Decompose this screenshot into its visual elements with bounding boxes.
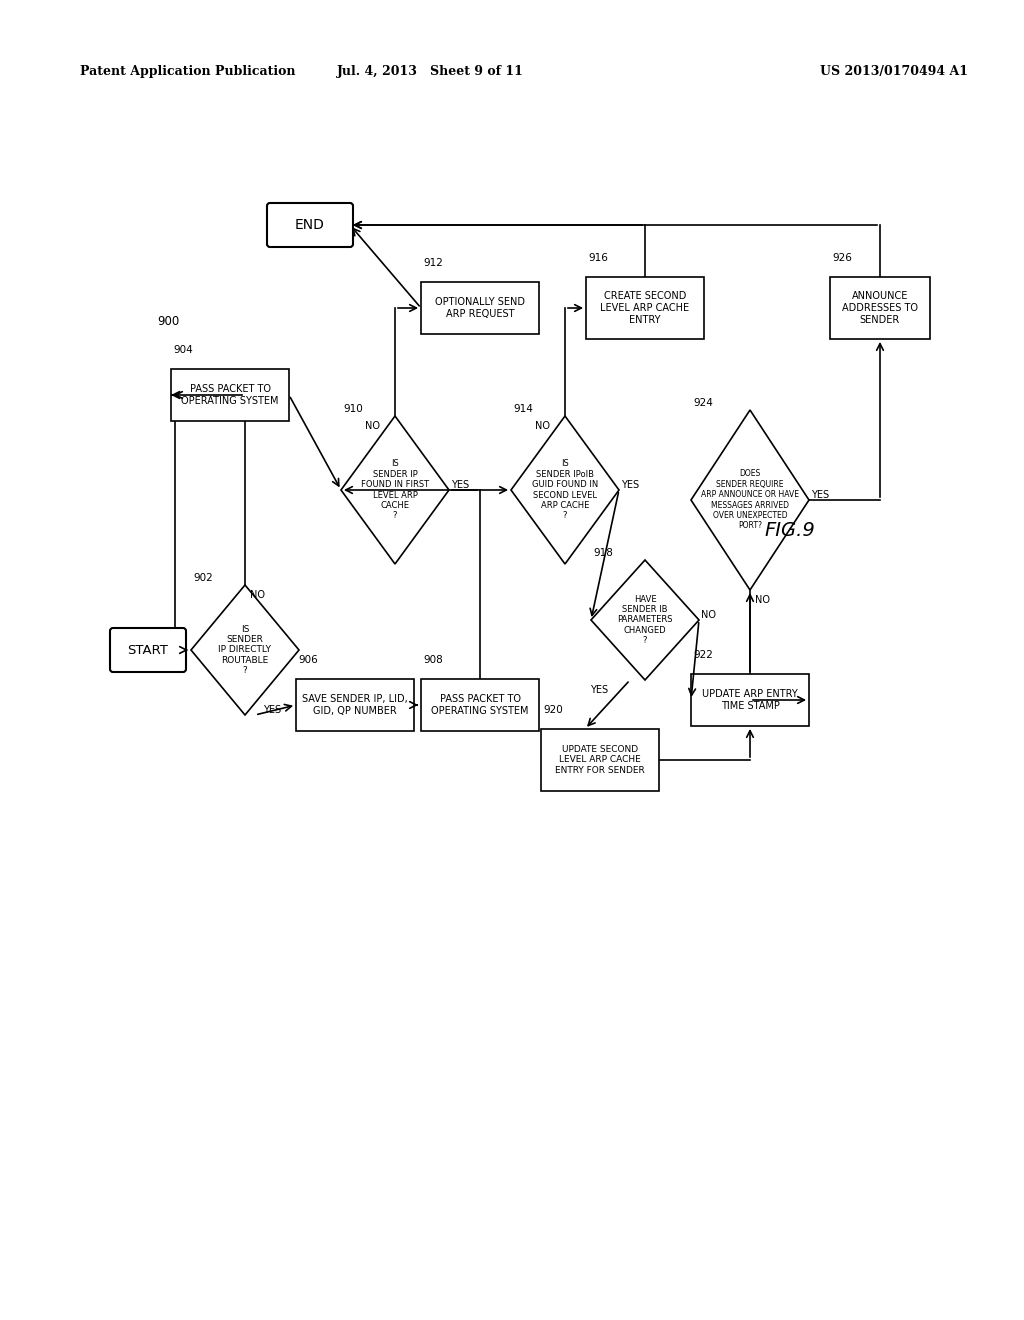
Text: 902: 902 (193, 573, 213, 583)
Polygon shape (511, 416, 618, 564)
Text: CREATE SECOND
LEVEL ARP CACHE
ENTRY: CREATE SECOND LEVEL ARP CACHE ENTRY (600, 292, 689, 325)
Text: SAVE SENDER IP, LID,
GID, QP NUMBER: SAVE SENDER IP, LID, GID, QP NUMBER (302, 694, 408, 715)
Text: Jul. 4, 2013   Sheet 9 of 11: Jul. 4, 2013 Sheet 9 of 11 (337, 66, 523, 78)
Text: 916: 916 (588, 253, 608, 263)
Text: IS
SENDER IPoIB
GUID FOUND IN
SECOND LEVEL
ARP CACHE
?: IS SENDER IPoIB GUID FOUND IN SECOND LEV… (531, 459, 598, 520)
Text: 918: 918 (593, 548, 613, 558)
Bar (421, 282, 539, 334)
Polygon shape (591, 560, 699, 680)
Text: 912: 912 (423, 257, 442, 268)
Text: NO: NO (755, 595, 770, 605)
FancyBboxPatch shape (267, 203, 353, 247)
Text: NO: NO (701, 610, 716, 620)
Text: 914: 914 (513, 404, 532, 414)
Text: NO: NO (535, 421, 550, 432)
Polygon shape (341, 416, 449, 564)
Polygon shape (191, 585, 299, 715)
Text: IS
SENDER IP
FOUND IN FIRST
LEVEL ARP
CACHE
?: IS SENDER IP FOUND IN FIRST LEVEL ARP CA… (360, 459, 429, 520)
Text: YES: YES (621, 480, 639, 490)
Text: Patent Application Publication: Patent Application Publication (80, 66, 296, 78)
Bar (296, 678, 414, 731)
Bar (421, 678, 539, 731)
Text: US 2013/0170494 A1: US 2013/0170494 A1 (820, 66, 968, 78)
Text: START: START (128, 644, 168, 656)
Text: DOES
SENDER REQUIRE
ARP ANNOUNCE OR HAVE
MESSAGES ARRIVED
OVER UNEXPECTED
PORT?: DOES SENDER REQUIRE ARP ANNOUNCE OR HAVE… (701, 470, 799, 531)
Text: PASS PACKET TO
OPERATING SYSTEM: PASS PACKET TO OPERATING SYSTEM (181, 384, 279, 405)
Bar (691, 675, 809, 726)
Text: IS
SENDER
IP DIRECTLY
ROUTABLE
?: IS SENDER IP DIRECTLY ROUTABLE ? (218, 624, 271, 676)
Text: ANNOUNCE
ADDRESSES TO
SENDER: ANNOUNCE ADDRESSES TO SENDER (842, 292, 918, 325)
Bar (586, 277, 705, 339)
Bar (830, 277, 930, 339)
Text: HAVE
SENDER IB
PARAMETERS
CHANGED
?: HAVE SENDER IB PARAMETERS CHANGED ? (617, 595, 673, 645)
Text: UPDATE ARP ENTRY
TIME STAMP: UPDATE ARP ENTRY TIME STAMP (702, 689, 798, 710)
Text: FIG.9: FIG.9 (765, 520, 815, 540)
Text: YES: YES (811, 490, 829, 500)
Text: 910: 910 (343, 404, 362, 414)
Polygon shape (691, 411, 809, 590)
Text: 900: 900 (157, 315, 179, 327)
Text: 906: 906 (298, 655, 317, 665)
FancyBboxPatch shape (110, 628, 186, 672)
Text: 926: 926 (831, 253, 852, 263)
Text: 922: 922 (693, 649, 713, 660)
Text: UPDATE SECOND
LEVEL ARP CACHE
ENTRY FOR SENDER: UPDATE SECOND LEVEL ARP CACHE ENTRY FOR … (555, 744, 645, 775)
Bar (171, 370, 289, 421)
Text: YES: YES (590, 685, 608, 696)
Text: 908: 908 (423, 655, 442, 665)
Text: 924: 924 (693, 399, 713, 408)
Text: END: END (295, 218, 325, 232)
Text: NO: NO (250, 590, 265, 601)
Text: 904: 904 (173, 345, 193, 355)
Text: YES: YES (263, 705, 282, 715)
Bar (541, 729, 659, 791)
Text: OPTIONALLY SEND
ARP REQUEST: OPTIONALLY SEND ARP REQUEST (435, 297, 525, 319)
Text: NO: NO (365, 421, 380, 432)
Text: 920: 920 (543, 705, 563, 715)
Text: PASS PACKET TO
OPERATING SYSTEM: PASS PACKET TO OPERATING SYSTEM (431, 694, 528, 715)
Text: YES: YES (451, 480, 469, 490)
